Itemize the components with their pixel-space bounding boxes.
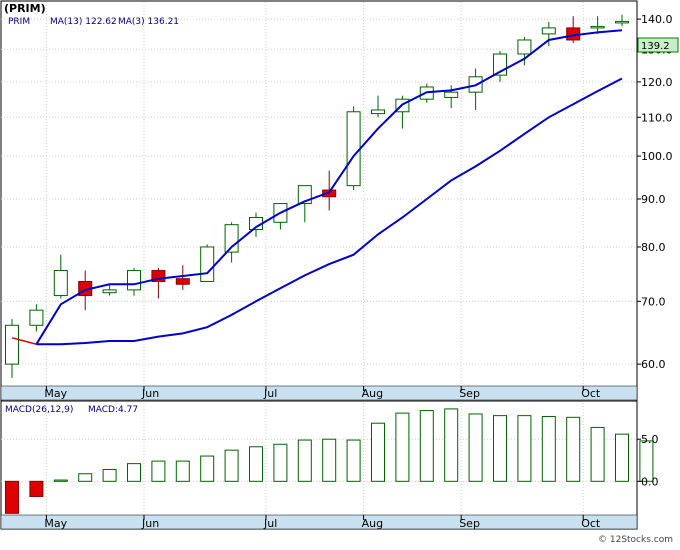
candle-body [5,324,19,365]
macd-bar [53,479,68,482]
watermark: © 12Stocks.com [598,535,673,545]
macd-bar [517,415,532,482]
price-tick-label: 140.0 [641,13,673,26]
macd-bar [615,433,629,482]
macd-bar [493,415,507,482]
ma3-start-stub [11,337,37,345]
macd-bar [590,426,605,482]
macd-bar [29,480,44,497]
candle-body [29,309,44,326]
candle-body [346,111,361,187]
price-tick-label: 110.0 [641,111,673,124]
macd-bar [78,473,93,482]
price-tick-label: 70.0 [641,295,666,308]
macd-tick-label: 5.0 [641,433,659,446]
candle-body [444,91,459,98]
date-tick-label-macd: Sep [459,517,480,530]
price-tick-label: 90.0 [641,193,666,206]
price-tick-label: 120.0 [641,76,673,89]
date-tick-label-macd: May [44,517,67,530]
macd-bar [419,410,434,482]
macd-bar [541,415,556,482]
macd-legend-label: MACD(26,12,9) [5,405,73,415]
macd-bar [273,443,288,482]
date-tick-label: Jul [263,387,277,400]
candle-body [541,27,556,35]
legend-ma3: MA(3) 136.21 [118,17,179,27]
candle-body [53,270,68,297]
candle-body [615,20,629,24]
macd-bar [151,460,166,482]
date-tick-label-macd: Jun [141,517,159,530]
date-tick-label-macd: Aug [362,517,383,530]
macd-tick-label: 0.0 [641,475,659,488]
candle-body [127,270,141,291]
chart-title: (PRIM) [4,2,46,15]
macd-bar [102,469,117,482]
ma3-line [35,29,623,345]
macd-bar [297,439,312,482]
macd-bar [566,416,581,482]
date-tick-label: May [44,387,67,400]
macd-bar [346,439,361,482]
price-tick-label: 60.0 [641,358,666,371]
date-tick-label: Aug [362,387,383,400]
price-tick-label: 80.0 [641,241,666,254]
candle-body [590,25,605,29]
candle-body [175,278,190,285]
date-tick-label: Jun [141,387,159,400]
macd-bar [444,408,459,482]
macd-bar [127,463,141,482]
candle-body [200,246,215,282]
candle-body [151,270,166,282]
last-price-tag: 139.2 [641,41,670,52]
macd-bar [224,449,239,482]
date-axis-band [0,385,638,401]
macd-bar [639,440,654,482]
candle-body [371,109,385,115]
date-tick-label-macd: Jul [263,517,277,530]
candle-body [517,39,532,55]
date-tick-label: Sep [459,387,480,400]
macd-bar [395,412,410,482]
macd-bar [175,460,190,482]
macd-bar [322,438,337,482]
macd-bar [371,422,385,482]
candle-body [322,189,337,198]
macd-bar [249,446,263,482]
price-tick-label: 100.0 [641,150,673,163]
legend-ma13: MA(13) 122.62 [50,17,117,27]
date-tick-label: Oct [581,387,601,400]
candle-body [102,289,117,294]
last-price-tag-box [637,37,679,53]
macd-bar [200,455,215,482]
macd-bar [5,480,19,514]
legend-ticker: PRIM [8,17,30,27]
date-axis-band-macd [0,514,638,530]
ma13-line [36,77,623,346]
macd-legend-value: MACD:4.77 [88,405,138,415]
date-tick-label-macd: Oct [581,517,601,530]
macd-bar [468,413,483,482]
